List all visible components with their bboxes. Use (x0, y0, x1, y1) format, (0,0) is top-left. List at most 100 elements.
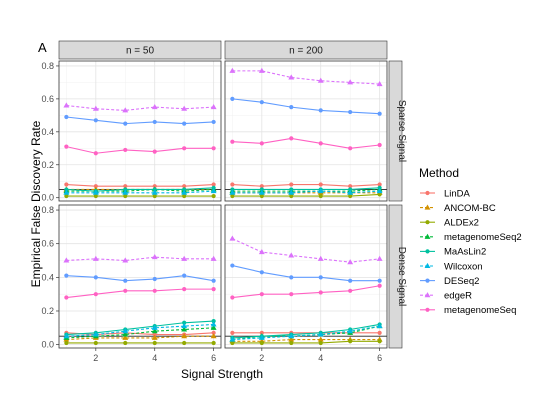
data-point (182, 187, 187, 192)
data-point (259, 100, 264, 105)
series-line (232, 265, 380, 282)
panel-tag: A (38, 40, 47, 55)
data-point (63, 257, 70, 263)
data-point (181, 333, 188, 339)
legend-key-marker (425, 307, 430, 312)
data-point (348, 109, 353, 115)
y-tick-label: 0.0 (41, 340, 54, 350)
data-point (230, 187, 235, 192)
data-point (377, 182, 382, 187)
x-axis-title: Signal Strength (181, 367, 263, 381)
legend-title: Method (419, 166, 459, 180)
data-point (229, 336, 236, 342)
data-point (348, 339, 353, 344)
data-point (63, 189, 70, 195)
legend-item-aldex2: ALDEx2 (420, 218, 479, 229)
data-point (152, 276, 157, 282)
data-point (123, 288, 128, 293)
legend-item-metagenomeseq2: metagenomeSeq2 (420, 232, 522, 243)
data-point (348, 184, 353, 189)
data-point (288, 189, 295, 195)
series-wilcoxon (63, 321, 217, 339)
series-edger (63, 254, 217, 263)
data-point (63, 333, 70, 339)
data-point (123, 193, 128, 199)
series-metagenomeseq (230, 136, 382, 151)
series-line (232, 190, 380, 194)
data-point (347, 189, 354, 195)
data-point (182, 287, 187, 292)
series-aldex2 (64, 340, 216, 346)
data-point (122, 257, 129, 263)
data-point (289, 187, 294, 192)
data-point (123, 147, 128, 153)
series-edger (63, 102, 217, 113)
series-line (66, 188, 214, 192)
data-point (318, 275, 323, 280)
legend: LinDA ANCOM-BC ALDEx2 metagenomeSeq2 MaAsLin… (420, 188, 522, 316)
data-point (347, 328, 354, 334)
legend-label: edgeR (444, 291, 472, 302)
legend-label: Wilcoxon (444, 261, 483, 272)
series-line (66, 190, 214, 194)
data-point (258, 189, 265, 195)
series-line (66, 320, 214, 336)
series-deseq2 (230, 263, 382, 283)
data-point (123, 340, 128, 346)
data-point (318, 340, 323, 346)
data-point (122, 331, 129, 337)
strip-label: n = 200 (289, 46, 323, 57)
data-point (152, 149, 157, 154)
series-line (232, 323, 380, 339)
y-tick-label: 0.6 (41, 239, 54, 249)
data-point (259, 340, 264, 346)
strip-n-50: n = 50 (58, 40, 222, 60)
legend-key-marker (424, 292, 431, 298)
data-point (377, 283, 382, 288)
panel-n-200-dense-signal: 2 4 6 (224, 204, 388, 363)
data-point (210, 104, 217, 110)
series-aldex2 (230, 192, 382, 199)
series-metagenomeseq (64, 144, 216, 156)
data-point (377, 330, 382, 335)
data-point (93, 118, 98, 123)
data-point (210, 321, 217, 327)
series-line (232, 285, 380, 299)
series-line (232, 238, 380, 263)
data-point (181, 326, 188, 332)
data-point (259, 193, 264, 199)
y-tick-label: 0.8 (41, 205, 54, 215)
data-point (259, 330, 264, 335)
series-line (66, 187, 214, 192)
series-edger (229, 67, 383, 87)
legend-label: ANCOM-BC (444, 203, 496, 214)
data-point (211, 182, 216, 187)
data-point (181, 105, 188, 111)
series-line (232, 137, 380, 149)
series-line (66, 183, 214, 187)
data-point (318, 141, 323, 146)
data-point (211, 340, 216, 346)
data-point (318, 193, 323, 199)
series-line (232, 187, 380, 191)
legend-key-marker (425, 220, 430, 225)
legend-key-marker (425, 249, 430, 254)
x-tick-label: 6 (377, 353, 382, 363)
data-point (152, 288, 157, 293)
data-point (230, 295, 235, 300)
data-point (211, 119, 216, 125)
data-point (210, 255, 217, 261)
legend-key-marker (425, 278, 430, 283)
data-point (92, 331, 99, 337)
data-point (289, 292, 294, 297)
data-point (376, 80, 383, 87)
legend-key-marker (425, 190, 430, 196)
data-point (229, 235, 236, 241)
data-point (377, 278, 382, 283)
data-point (151, 104, 158, 110)
x-tick-label: 2 (259, 353, 264, 363)
data-point (229, 189, 236, 195)
data-point (289, 136, 294, 141)
series-maaslin2 (230, 185, 382, 192)
